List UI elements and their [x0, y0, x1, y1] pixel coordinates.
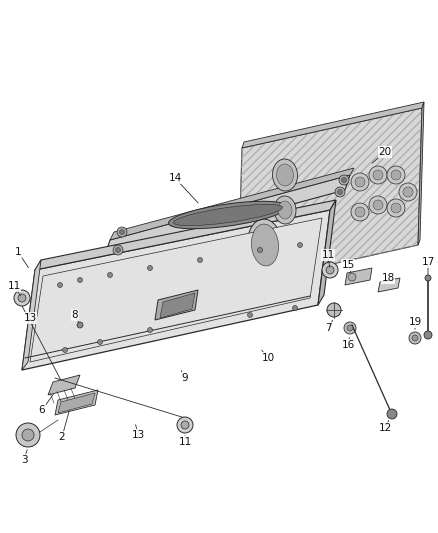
- Polygon shape: [48, 375, 80, 395]
- Circle shape: [369, 196, 387, 214]
- Circle shape: [373, 200, 383, 210]
- Circle shape: [247, 312, 252, 318]
- Circle shape: [351, 203, 369, 221]
- Text: 3: 3: [21, 455, 27, 465]
- Text: 18: 18: [381, 273, 395, 283]
- Ellipse shape: [272, 159, 297, 191]
- Circle shape: [424, 331, 432, 339]
- Circle shape: [198, 257, 202, 262]
- Circle shape: [355, 177, 365, 187]
- Circle shape: [327, 303, 341, 317]
- Polygon shape: [35, 200, 336, 270]
- Text: 11: 11: [7, 281, 21, 291]
- Ellipse shape: [247, 219, 283, 271]
- Circle shape: [391, 203, 401, 213]
- Polygon shape: [22, 210, 330, 370]
- Text: 2: 2: [59, 432, 65, 442]
- Text: 20: 20: [378, 147, 392, 157]
- Circle shape: [399, 183, 417, 201]
- Circle shape: [16, 423, 40, 447]
- Circle shape: [355, 207, 365, 217]
- Polygon shape: [418, 102, 424, 245]
- Circle shape: [177, 417, 193, 433]
- Polygon shape: [30, 218, 322, 362]
- Circle shape: [348, 273, 356, 281]
- Circle shape: [409, 332, 421, 344]
- Circle shape: [181, 421, 189, 429]
- Ellipse shape: [278, 201, 292, 219]
- Circle shape: [14, 290, 30, 306]
- Polygon shape: [238, 108, 422, 285]
- Ellipse shape: [251, 224, 279, 266]
- Polygon shape: [58, 393, 95, 413]
- Polygon shape: [242, 102, 424, 148]
- Circle shape: [322, 262, 338, 278]
- Text: 11: 11: [321, 250, 335, 260]
- Ellipse shape: [276, 164, 293, 186]
- Circle shape: [387, 409, 397, 419]
- Polygon shape: [160, 293, 195, 318]
- Ellipse shape: [173, 204, 283, 225]
- Text: 13: 13: [131, 430, 145, 440]
- Circle shape: [77, 322, 83, 328]
- Circle shape: [387, 199, 405, 217]
- Circle shape: [391, 170, 401, 180]
- Text: 11: 11: [178, 437, 192, 447]
- Text: 1: 1: [15, 247, 21, 257]
- Circle shape: [107, 272, 113, 278]
- Circle shape: [344, 322, 356, 334]
- Text: 10: 10: [261, 353, 275, 363]
- Circle shape: [425, 275, 431, 281]
- Circle shape: [98, 340, 102, 344]
- Circle shape: [342, 177, 346, 182]
- Circle shape: [22, 429, 34, 441]
- Polygon shape: [110, 168, 354, 240]
- Circle shape: [339, 175, 349, 185]
- Circle shape: [335, 187, 345, 197]
- Circle shape: [369, 166, 387, 184]
- Ellipse shape: [169, 201, 287, 229]
- Text: 15: 15: [341, 260, 355, 270]
- Circle shape: [347, 325, 353, 331]
- Text: 8: 8: [72, 310, 78, 320]
- Polygon shape: [22, 260, 41, 370]
- Text: 9: 9: [182, 373, 188, 383]
- Polygon shape: [155, 290, 198, 320]
- Circle shape: [293, 305, 297, 311]
- Text: 6: 6: [39, 405, 45, 415]
- Polygon shape: [55, 390, 98, 415]
- Circle shape: [338, 190, 343, 195]
- Circle shape: [148, 265, 152, 271]
- Text: 17: 17: [421, 257, 434, 267]
- Circle shape: [117, 227, 127, 237]
- Polygon shape: [345, 268, 372, 285]
- Polygon shape: [105, 175, 350, 255]
- Circle shape: [57, 282, 63, 287]
- Circle shape: [148, 327, 152, 333]
- Circle shape: [387, 166, 405, 184]
- Polygon shape: [318, 200, 336, 305]
- Circle shape: [297, 243, 303, 247]
- Text: 13: 13: [23, 313, 37, 323]
- Polygon shape: [378, 278, 400, 292]
- Text: 14: 14: [168, 173, 182, 183]
- Ellipse shape: [274, 196, 296, 224]
- Circle shape: [18, 294, 26, 302]
- Text: 19: 19: [408, 317, 422, 327]
- Circle shape: [78, 278, 82, 282]
- Circle shape: [326, 266, 334, 274]
- Circle shape: [63, 348, 67, 352]
- Text: 7: 7: [325, 323, 331, 333]
- Circle shape: [373, 170, 383, 180]
- Circle shape: [116, 247, 120, 253]
- Circle shape: [412, 335, 418, 341]
- Text: 16: 16: [341, 340, 355, 350]
- Circle shape: [258, 247, 262, 253]
- Circle shape: [120, 230, 124, 235]
- Text: 12: 12: [378, 423, 392, 433]
- Circle shape: [113, 245, 123, 255]
- Circle shape: [403, 187, 413, 197]
- Circle shape: [351, 173, 369, 191]
